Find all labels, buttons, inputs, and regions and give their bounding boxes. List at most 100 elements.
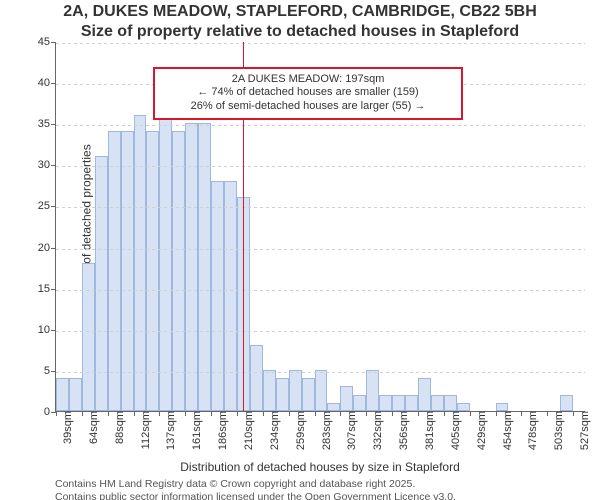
ytick-label: 25 xyxy=(38,200,50,212)
xtick-mark xyxy=(521,411,522,416)
xtick-mark xyxy=(392,411,393,416)
bar xyxy=(315,370,328,411)
y-axis-label-container: Number of detached properties xyxy=(8,42,28,412)
xtick-label: 307sqm xyxy=(344,411,358,450)
xtick-label: 356sqm xyxy=(396,411,410,450)
xtick-mark xyxy=(418,411,419,416)
ytick-mark xyxy=(51,124,56,125)
bar xyxy=(302,378,315,411)
ytick-label: 20 xyxy=(38,242,50,254)
bar xyxy=(457,403,470,411)
xtick-mark xyxy=(366,411,367,416)
bar xyxy=(289,370,302,411)
xtick-label: 88sqm xyxy=(112,411,126,444)
xtick-label: 527sqm xyxy=(577,411,591,450)
bar xyxy=(121,131,134,411)
ytick-label: 40 xyxy=(38,77,50,89)
bar xyxy=(431,395,444,411)
bar xyxy=(353,395,366,411)
ytick-label: 0 xyxy=(44,406,50,418)
grid-line xyxy=(56,165,585,167)
grid-line xyxy=(56,330,585,332)
ytick-mark xyxy=(51,289,56,290)
xtick-mark xyxy=(211,411,212,416)
xtick-mark xyxy=(134,411,135,416)
bar xyxy=(56,378,69,411)
bar xyxy=(172,131,185,411)
xtick-mark xyxy=(340,411,341,416)
xtick-label: 332sqm xyxy=(370,411,384,450)
xtick-label: 186sqm xyxy=(215,411,229,450)
annotation-box: 2A DUKES MEADOW: 197sqm← 74% of detached… xyxy=(153,67,463,120)
xtick-label: 259sqm xyxy=(293,411,307,450)
grid-line xyxy=(56,289,585,291)
ytick-mark xyxy=(51,42,56,43)
xtick-mark xyxy=(289,411,290,416)
xtick-label: 161sqm xyxy=(189,411,203,450)
xtick-mark xyxy=(185,411,186,416)
ytick-label: 15 xyxy=(38,283,50,295)
xtick-label: 405sqm xyxy=(448,411,462,450)
annotation-line-3: 26% of semi-detached houses are larger (… xyxy=(165,100,451,114)
xtick-mark xyxy=(470,411,471,416)
bar xyxy=(405,395,418,411)
bar xyxy=(263,370,276,411)
ytick-label: 5 xyxy=(44,365,50,377)
xtick-label: 137sqm xyxy=(163,411,177,450)
bar xyxy=(211,181,224,411)
footer-line-2: Contains public sector information licen… xyxy=(55,491,456,500)
grid-line xyxy=(56,42,585,44)
bar xyxy=(418,378,431,411)
xtick-mark xyxy=(56,411,57,416)
xtick-label: 112sqm xyxy=(138,411,152,449)
xtick-label: 210sqm xyxy=(241,411,255,450)
xtick-label: 429sqm xyxy=(474,411,488,450)
bar xyxy=(134,115,147,411)
bar xyxy=(366,370,379,411)
chart-titles: 2A, DUKES MEADOW, STAPLEFORD, CAMBRIDGE,… xyxy=(0,2,600,42)
bar xyxy=(444,395,457,411)
bar xyxy=(560,395,573,411)
xtick-label: 454sqm xyxy=(500,411,514,450)
bar xyxy=(379,395,392,411)
xtick-mark xyxy=(444,411,445,416)
bar xyxy=(392,395,405,411)
ytick-mark xyxy=(51,371,56,372)
ytick-mark xyxy=(51,330,56,331)
xtick-label: 503sqm xyxy=(551,411,565,450)
bar xyxy=(340,386,353,411)
xtick-mark xyxy=(496,411,497,416)
bar xyxy=(146,131,159,411)
bar xyxy=(69,378,82,411)
bar xyxy=(159,115,172,411)
ytick-label: 30 xyxy=(38,159,50,171)
grid-line xyxy=(56,371,585,373)
ytick-label: 10 xyxy=(38,324,50,336)
ytick-mark xyxy=(51,165,56,166)
xtick-mark xyxy=(108,411,109,416)
xtick-mark xyxy=(159,411,160,416)
xtick-label: 381sqm xyxy=(422,411,436,450)
attribution-footer: Contains HM Land Registry data © Crown c… xyxy=(55,478,456,500)
ytick-mark xyxy=(51,248,56,249)
ytick-mark xyxy=(51,206,56,207)
xtick-label: 64sqm xyxy=(86,411,100,444)
bar xyxy=(108,131,121,411)
bar xyxy=(327,403,340,411)
x-axis-label: Distribution of detached houses by size … xyxy=(55,460,585,474)
ytick-mark xyxy=(51,83,56,84)
grid-line xyxy=(56,124,585,126)
xtick-mark xyxy=(237,411,238,416)
title-line-1: 2A, DUKES MEADOW, STAPLEFORD, CAMBRIDGE,… xyxy=(0,2,600,22)
bar xyxy=(496,403,509,411)
bar xyxy=(250,345,263,411)
annotation-line-2: ← 74% of detached houses are smaller (15… xyxy=(165,86,451,100)
xtick-label: 283sqm xyxy=(319,411,333,450)
title-line-2: Size of property relative to detached ho… xyxy=(0,22,600,42)
xtick-mark xyxy=(263,411,264,416)
xtick-label: 39sqm xyxy=(60,411,74,444)
xtick-mark xyxy=(547,411,548,416)
xtick-mark xyxy=(573,411,574,416)
bar xyxy=(82,263,95,411)
xtick-label: 234sqm xyxy=(267,411,281,450)
